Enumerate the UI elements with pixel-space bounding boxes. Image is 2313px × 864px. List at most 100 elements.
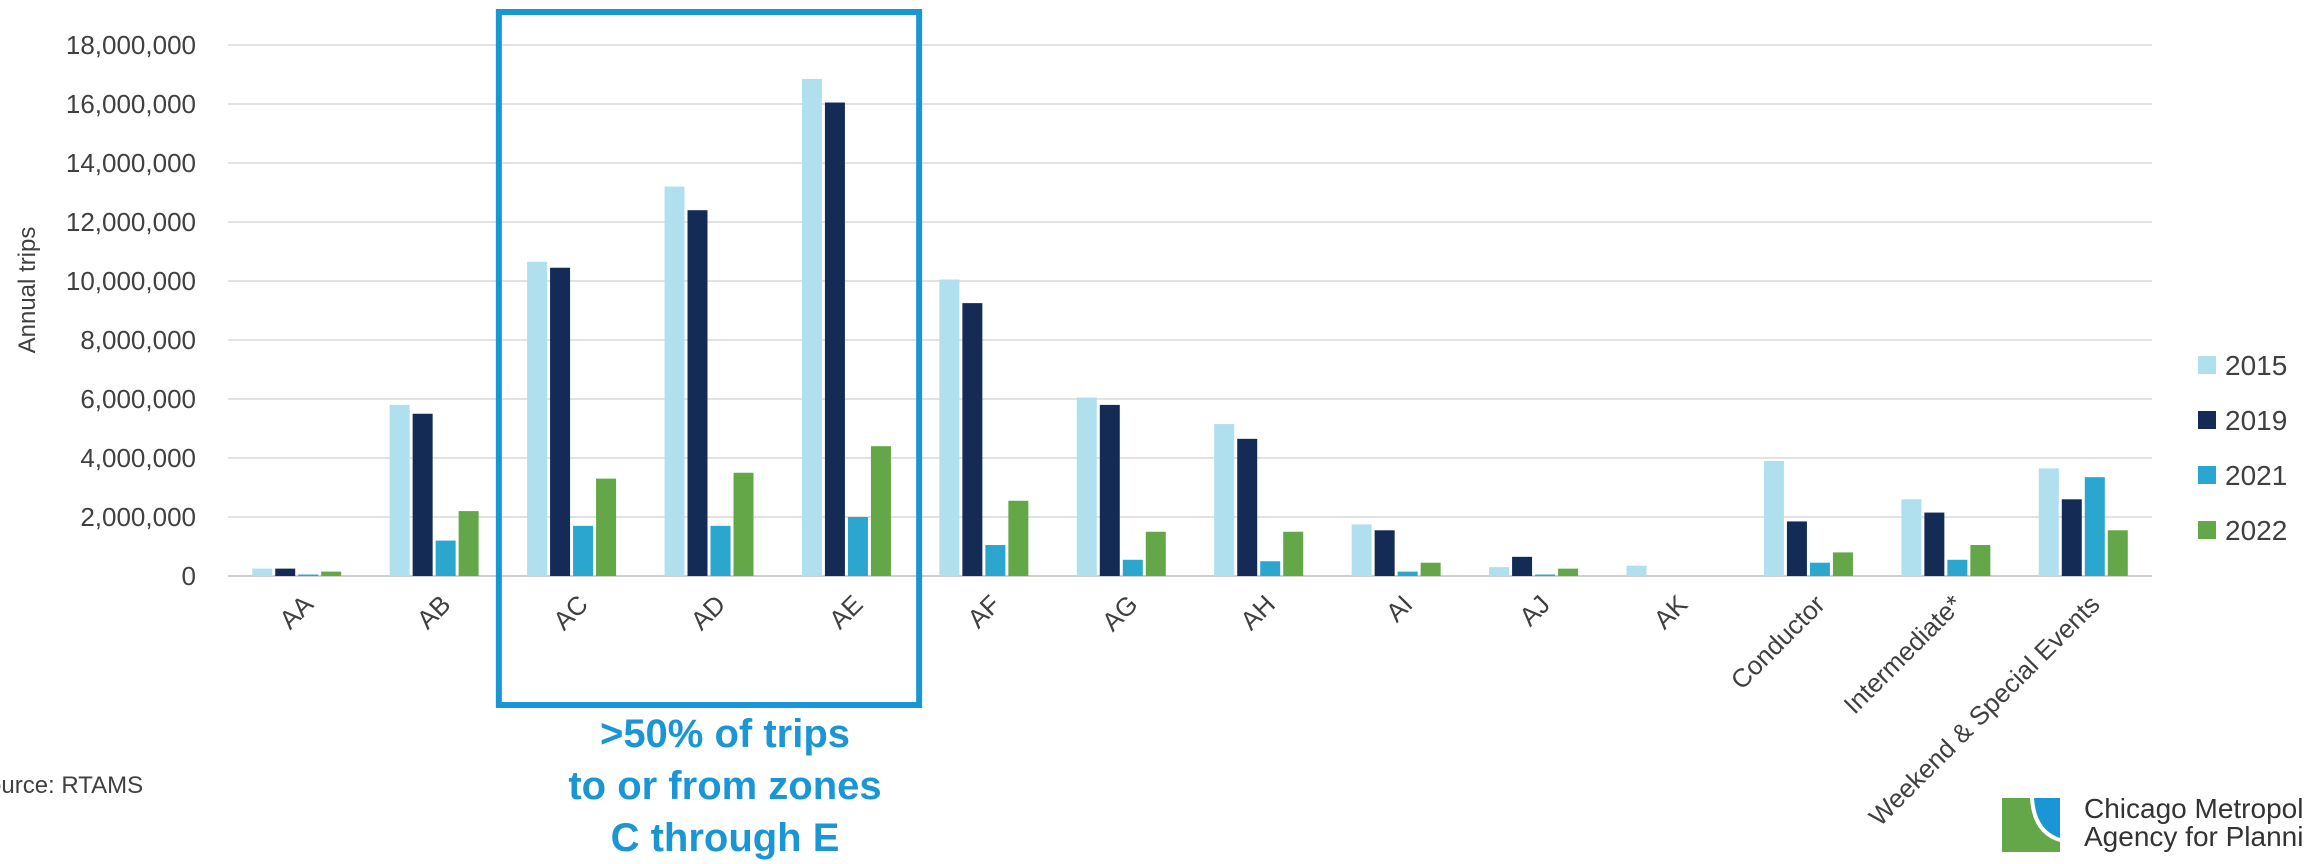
cmap-logo-mark (2002, 798, 2060, 852)
annotation-line-3: C through E (610, 816, 840, 860)
bar-2019 (1237, 438, 1258, 576)
y-axis-title: Annual trips (14, 227, 41, 354)
bar-2015 (389, 404, 410, 576)
logo-text: Chicago Metropol Agency for Planni (2084, 795, 2303, 851)
bar-2015 (252, 568, 273, 576)
logo-line-1: Chicago Metropol (2084, 794, 2304, 824)
x-tick-label: AI (1380, 589, 1419, 628)
y-axis-ticks: 0 2,000,000 4,000,000 6,000,000 8,000,000 10,… (66, 30, 196, 591)
bar-2019 (550, 267, 571, 576)
annotation-line-2: to or from zones (568, 764, 882, 808)
bar-2019 (1099, 404, 1120, 576)
bar-2021 (1260, 561, 1281, 576)
x-tick-label: Intermediate* (1838, 589, 1969, 720)
highlight-frame (495, 9, 923, 708)
bar-2019 (275, 568, 296, 576)
legend-label: 2021 (2225, 460, 2287, 491)
y-tick-label: 14,000,000 (66, 148, 196, 178)
y-tick-label: 12,000,000 (66, 207, 196, 237)
x-tick-label: AA (273, 589, 319, 635)
bar-2022 (1420, 562, 1441, 576)
bar-2019 (824, 102, 845, 577)
x-tick-label: AE (823, 589, 869, 635)
x-tick-label: AD (684, 589, 731, 636)
bar-2015 (1763, 460, 1784, 576)
bar-2021 (573, 525, 594, 576)
bar-2015 (1076, 397, 1097, 576)
legend-label: 2022 (2225, 515, 2287, 546)
y-tick-label: 4,000,000 (80, 443, 196, 473)
bar-2019 (412, 413, 433, 576)
x-tick-label: AK (1648, 589, 1694, 635)
bar-2015 (801, 78, 822, 577)
bar-2019 (1924, 512, 1945, 576)
bar-2015 (939, 279, 960, 576)
bar-2019 (2061, 499, 2082, 576)
y-tick-label: 16,000,000 (66, 89, 196, 119)
bar-2022 (458, 511, 479, 576)
y-tick-label: 2,000,000 (80, 502, 196, 532)
gridlines (228, 44, 2152, 577)
bar-2015 (1214, 424, 1235, 576)
bar-2022 (1832, 552, 1853, 576)
y-tick-label: 8,000,000 (80, 325, 196, 355)
bar-2021 (985, 545, 1006, 576)
bar-2019 (1374, 530, 1395, 576)
bar-2021 (847, 517, 868, 576)
bars (252, 78, 2128, 577)
bar-2022 (1283, 531, 1304, 576)
bar-2022 (596, 478, 617, 576)
source-note: ource: RTAMS (0, 772, 144, 799)
highlight-box (495, 9, 923, 708)
bar-2021 (298, 574, 319, 576)
bar-2021 (1122, 559, 1143, 576)
bar-2022 (1558, 568, 1579, 576)
x-tick-label: AJ (1513, 589, 1556, 632)
bar-2021 (2084, 477, 2105, 576)
x-tick-label: AC (547, 589, 594, 636)
bar-2022 (870, 446, 891, 576)
legend: 2015 2019 2021 2022 (2198, 350, 2287, 546)
bar-2015 (1901, 499, 1922, 576)
bar-2019 (1786, 521, 1807, 576)
bar-2022 (733, 472, 754, 576)
annotation-line-1: >50% of trips (599, 712, 851, 756)
legend-label: 2019 (2225, 405, 2287, 436)
y-tick-label: 18,000,000 (66, 30, 196, 60)
bar-2021 (1947, 559, 1968, 576)
bar-2022 (1970, 545, 1991, 576)
legend-swatch (2198, 356, 2216, 374)
bar-2021 (1535, 574, 1556, 576)
bar-2019 (962, 303, 983, 576)
bar-2022 (321, 571, 342, 576)
bar-2022 (1145, 531, 1166, 576)
bar-2015 (1489, 567, 1510, 576)
x-tick-label: AG (1096, 589, 1144, 637)
bar-2021 (1397, 571, 1418, 576)
bar-2022 (2107, 530, 2128, 576)
highlight-annotation: >50% of trips to or from zones C through… (505, 708, 945, 864)
y-tick-label: 0 (182, 561, 196, 591)
bar-2015 (2038, 468, 2059, 576)
bar-2015 (1351, 524, 1372, 576)
legend-swatch (2198, 521, 2216, 539)
x-tick-label: Conductor (1725, 589, 1831, 695)
x-tick-label: AH (1234, 589, 1281, 636)
bar-2022 (1008, 500, 1029, 576)
x-tick-label: AF (961, 589, 1006, 634)
cmap-logo: Chicago Metropol Agency for Planni (2002, 794, 2313, 856)
legend-swatch (2198, 411, 2216, 429)
bar-2019 (687, 210, 708, 576)
bar-2021 (710, 525, 731, 576)
bar-2021 (435, 540, 456, 576)
bar-2015 (1626, 565, 1647, 576)
y-tick-label: 10,000,000 (66, 266, 196, 296)
legend-swatch (2198, 466, 2216, 484)
bar-2019 (1512, 556, 1533, 576)
y-tick-label: 6,000,000 (80, 384, 196, 414)
logo-line-2: Agency for Planni (2084, 821, 2304, 852)
bar-2015 (664, 186, 685, 576)
bar-2015 (527, 261, 548, 576)
x-tick-label: AB (411, 589, 457, 635)
